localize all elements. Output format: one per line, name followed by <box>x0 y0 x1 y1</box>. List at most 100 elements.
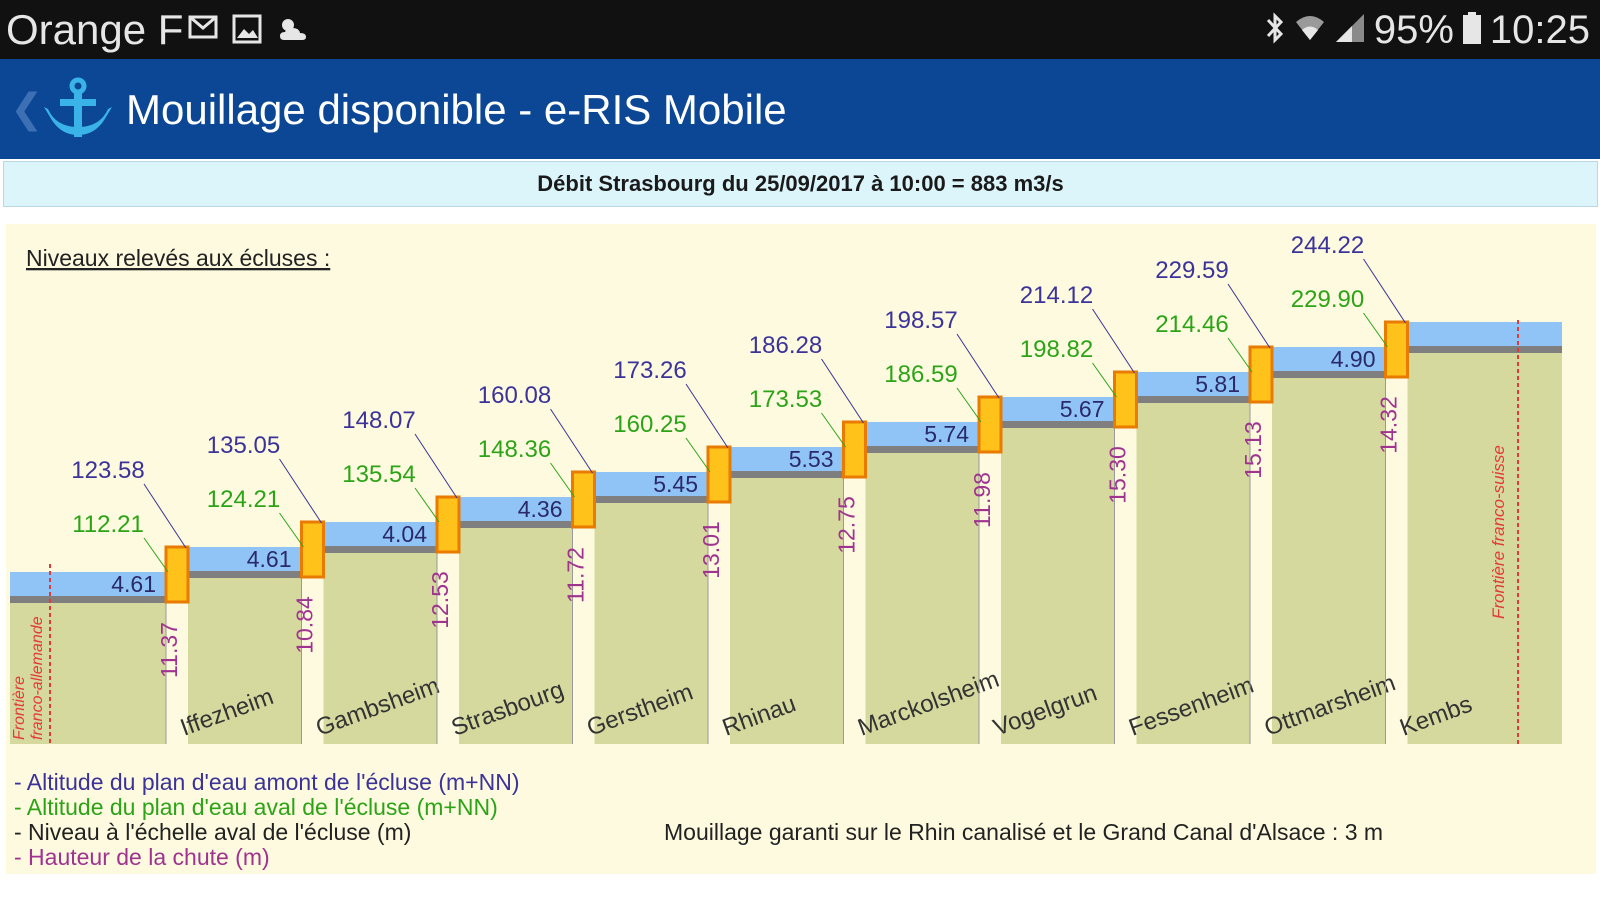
upstream-altitude-label: 173.26 <box>613 357 686 384</box>
battery-percent: 95% <box>1373 8 1454 52</box>
canal-reach <box>1272 347 1386 744</box>
drop-height-label: 11.98 <box>969 472 995 528</box>
gauge-level-label: 4.90 <box>1331 346 1376 372</box>
app-bar: ❮ Mouillage disponible - e-RIS Mobile <box>0 59 1600 159</box>
upstream-altitude-label: 160.08 <box>478 382 551 409</box>
lock-chamber <box>977 395 1003 454</box>
signal-icon <box>1334 12 1366 49</box>
upstream-leader <box>550 408 593 474</box>
upstream-altitude-label: 123.58 <box>71 457 144 484</box>
legend-drop: - Hauteur de la chute (m) <box>14 844 270 870</box>
lock-chamber <box>164 545 190 604</box>
border-label-left: franco-allemande <box>29 616 46 740</box>
lock-chamber <box>571 470 596 529</box>
ground <box>865 452 979 744</box>
lock-chamber <box>435 495 461 554</box>
drop-height-label: 15.30 <box>1105 446 1131 504</box>
downstream-altitude-label: 198.82 <box>1020 336 1093 363</box>
weather-icon <box>276 14 310 49</box>
gauge-level-label: 5.81 <box>1195 371 1240 397</box>
lock-levels-chart: Niveaux relevés aux écluses : 11.37 123.58… <box>10 232 1562 744</box>
water <box>459 497 573 521</box>
border-label-right: Frontière franco-suisse <box>1489 445 1508 619</box>
downstream-leader <box>1227 337 1253 373</box>
lock-chamber <box>842 420 867 479</box>
anchor-icon[interactable] <box>38 77 118 143</box>
bluetooth-icon <box>1264 11 1286 50</box>
border-label-left: Frontière <box>11 676 28 740</box>
downstream-leader <box>143 537 169 573</box>
ground <box>594 502 708 744</box>
canal-reach <box>1136 372 1250 744</box>
upstream-altitude-label: 186.28 <box>749 332 822 359</box>
back-button[interactable]: ❮ <box>10 87 44 131</box>
water <box>1136 372 1250 396</box>
upstream-altitude-label: 198.57 <box>884 307 957 334</box>
upstream-leader <box>414 433 458 499</box>
drop-height-label: 11.72 <box>563 547 589 603</box>
drop-height-label: 11.37 <box>156 622 182 678</box>
drop-height-label: 10.84 <box>292 596 318 654</box>
lock-levels-panel: Niveaux relevés aux écluses : 11.37 123.58… <box>6 224 1596 874</box>
riverbed <box>1407 346 1562 353</box>
ground <box>730 477 844 744</box>
upstream-leader <box>685 383 729 449</box>
flow-banner: Débit Strasbourg du 25/09/2017 à 10:00 =… <box>3 161 1598 207</box>
ground <box>323 552 437 744</box>
water <box>730 447 844 471</box>
upstream-leader <box>1092 308 1135 374</box>
water <box>323 522 437 546</box>
gauge-level-label: 4.36 <box>518 496 563 522</box>
downstream-altitude-label: 160.25 <box>613 411 686 438</box>
ground <box>1272 377 1386 744</box>
lock-chamber <box>1113 370 1138 429</box>
ground <box>188 577 302 744</box>
drop-height-label: 14.32 <box>1376 396 1402 454</box>
ground <box>1136 402 1250 744</box>
canal-reach <box>865 422 979 744</box>
riverbed <box>1272 371 1386 378</box>
gauge-level-label: 4.61 <box>111 571 156 597</box>
riverbed <box>730 471 844 478</box>
ground <box>1407 352 1562 744</box>
image-icon <box>232 14 262 49</box>
wifi-icon <box>1294 12 1326 49</box>
downstream-leader <box>821 412 846 448</box>
upstream-leader <box>279 458 322 524</box>
downstream-leader <box>956 387 982 423</box>
gauge-level-label: 4.61 <box>247 546 292 572</box>
gauge-level-label: 5.45 <box>653 471 698 497</box>
upstream-altitude-label: 148.07 <box>342 407 415 434</box>
upstream-altitude-label: 135.05 <box>207 432 280 459</box>
upstream-leader <box>1227 283 1271 349</box>
ground <box>10 602 166 744</box>
water <box>188 547 302 571</box>
downstream-leader <box>414 487 440 523</box>
guaranteed-depth-note: Mouillage garanti sur le Rhin canalisé e… <box>664 819 1384 845</box>
downstream-altitude-label: 173.53 <box>749 386 822 413</box>
chart-heading: Niveaux relevés aux écluses : <box>26 245 330 271</box>
gauge-level-label: 4.04 <box>382 521 427 547</box>
gauge-level-label: 5.67 <box>1060 396 1105 422</box>
water <box>594 472 708 496</box>
canal-reach <box>323 522 437 744</box>
downstream-leader <box>279 512 304 548</box>
canal-reach <box>188 547 302 744</box>
downstream-altitude-label: 229.90 <box>1291 286 1364 313</box>
water <box>1001 397 1115 421</box>
downstream-leader <box>1363 312 1388 348</box>
ground <box>1001 427 1115 744</box>
legend-gauge: - Niveau à l'échelle aval de l'écluse (m… <box>14 819 412 845</box>
legend-upstream: - Altitude du plan d'eau amont de l'éclu… <box>14 769 520 795</box>
upstream-altitude-label: 229.59 <box>1155 257 1228 284</box>
canal-reach <box>594 472 708 744</box>
downstream-altitude-label: 148.36 <box>478 436 551 463</box>
canal-reach <box>1001 397 1115 744</box>
drop-height-label: 13.01 <box>698 521 724 579</box>
clock: 10:25 <box>1489 8 1590 52</box>
canal-reach <box>10 572 166 744</box>
lock-chamber <box>706 445 732 504</box>
riverbed <box>865 446 979 453</box>
downstream-altitude-label: 214.46 <box>1155 311 1228 338</box>
legend: - Altitude du plan d'eau amont de l'éclu… <box>14 770 519 870</box>
